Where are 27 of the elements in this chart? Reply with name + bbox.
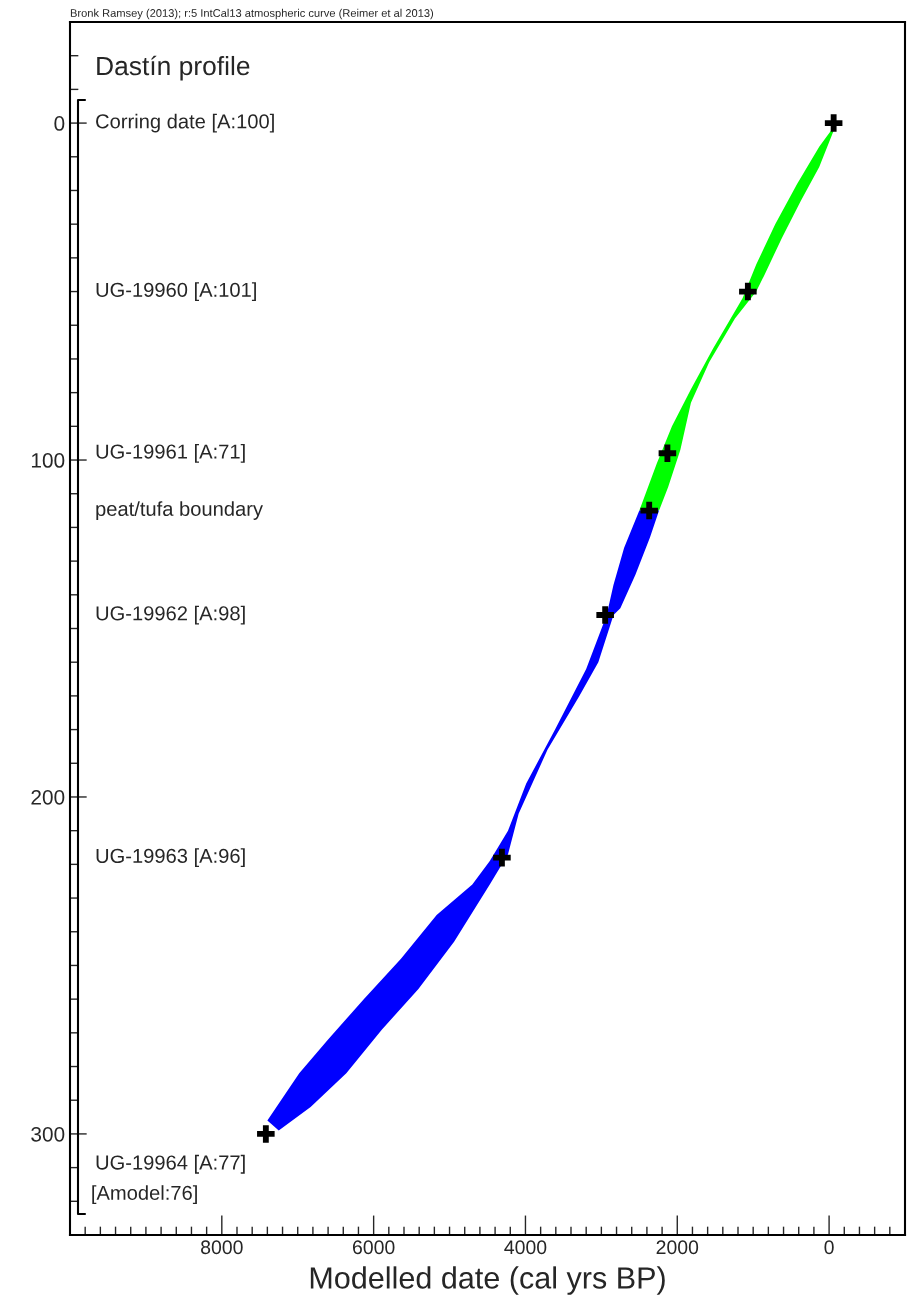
annotation: UG-19962 [A:98] [96, 605, 245, 625]
point [824, 114, 843, 132]
point [493, 848, 511, 867]
annotation: [Amodel:76] [92, 1185, 197, 1204]
annotation: UG-19961 [A:71] [96, 443, 245, 463]
point [257, 1125, 275, 1143]
x-tick-label: 8000 [201, 1240, 243, 1255]
x-tick-label: 4000 [504, 1240, 547, 1255]
x-tick-label: 2000 [656, 1240, 699, 1255]
text: Dastín profile [97, 55, 250, 81]
y-tick-label: 300 [31, 1126, 65, 1142]
x-axis-title: Modelled date (cal yrs BP) [310, 1266, 665, 1295]
point [596, 606, 614, 624]
text: Bronk Ramsey (2013); r:5 IntCal13 atmospheric curve (Reimer et al 2013) [70, 8, 434, 20]
y-tick-label: 200 [31, 789, 65, 805]
annotation: UG-19963 [A:96] [96, 848, 245, 868]
y-tick-label: 100 [31, 453, 65, 468]
annotation: UG-19960 [A:101] [96, 282, 256, 301]
annotation: peat/tufa boundary [96, 501, 263, 520]
x-tick-label: 6000 [353, 1240, 395, 1255]
point [640, 501, 658, 520]
point [739, 282, 757, 301]
annotation: UG-19964 [A:77] [96, 1154, 245, 1174]
y-tick-label: 0 [54, 116, 65, 131]
annotation: Corring date [A:100] [96, 113, 274, 133]
x-tick-label: 0 [824, 1240, 834, 1255]
point [658, 444, 677, 463]
